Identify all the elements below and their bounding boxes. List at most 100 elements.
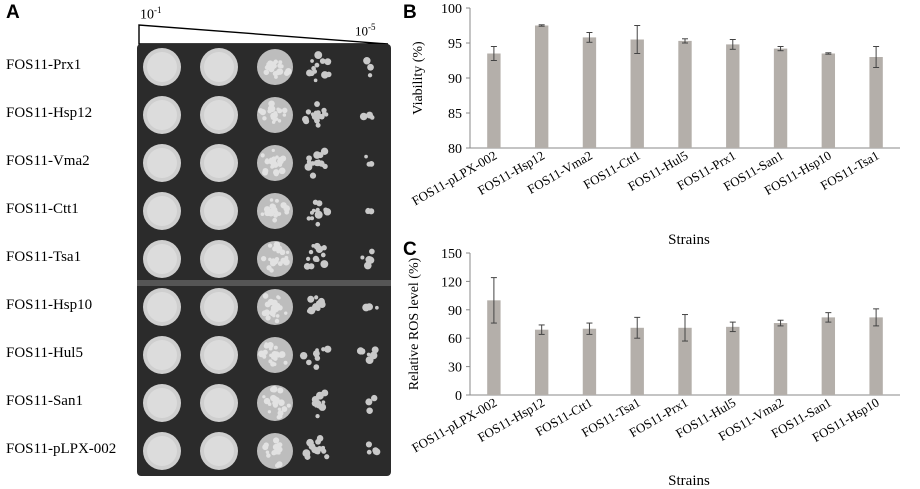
bar [821, 317, 836, 395]
dilution-start-label: 10-1 [140, 5, 162, 23]
dilution-wedge [138, 24, 389, 45]
y-tick-label: 30 [448, 361, 462, 376]
colony [321, 400, 326, 405]
colony [305, 109, 312, 115]
colony [314, 355, 321, 361]
colony [316, 445, 323, 452]
bar [582, 328, 597, 395]
colony [368, 161, 375, 167]
y-tick-label: 100 [441, 2, 462, 17]
error-bar [586, 32, 593, 43]
bar [869, 57, 883, 148]
colony [367, 65, 372, 70]
colony [315, 414, 320, 419]
colony [366, 303, 372, 309]
colony [359, 112, 368, 121]
colony [313, 151, 321, 159]
colony [310, 216, 315, 221]
plate-seam [137, 280, 391, 286]
bar [726, 326, 740, 395]
error-bar [682, 314, 688, 342]
colony [371, 394, 378, 402]
colony [304, 453, 311, 460]
colony [309, 172, 317, 179]
colony [323, 208, 332, 216]
colony [316, 113, 322, 120]
bar [630, 39, 644, 148]
bar [678, 40, 692, 148]
colony [314, 295, 319, 300]
colony [366, 113, 371, 118]
error-bar [825, 52, 832, 55]
colony [360, 255, 365, 260]
error-bar [490, 46, 497, 61]
error-bar [873, 46, 880, 68]
y-axis-label: Viability (%) [411, 41, 426, 115]
colony [364, 154, 368, 159]
strain-label: FOS11-Hsp10 [6, 297, 93, 313]
panel-letter-c: C [403, 239, 417, 260]
colony [316, 435, 324, 442]
bar [773, 48, 788, 148]
colony [363, 261, 372, 270]
colony [318, 300, 326, 309]
colony [358, 348, 366, 355]
y-tick-label: 80 [448, 142, 462, 157]
y-axis-label: Relative ROS level (%) [407, 257, 422, 390]
strain-label: FOS11-Hul5 [6, 345, 83, 361]
colony [324, 58, 332, 66]
colony [320, 252, 326, 258]
colony [366, 407, 373, 414]
error-bar [490, 277, 497, 324]
colony [321, 71, 329, 79]
colony [314, 117, 320, 124]
bar [487, 300, 501, 395]
error-bar [586, 322, 593, 335]
bar [534, 25, 549, 148]
y-tick-label: 150 [441, 247, 462, 262]
colony [363, 57, 371, 65]
colony [299, 351, 308, 360]
colony [324, 454, 330, 460]
bar [821, 53, 836, 148]
y-tick-label: 90 [448, 304, 462, 319]
colony [303, 263, 311, 270]
colony [306, 359, 312, 366]
spot-assay-plate-image [137, 44, 391, 476]
colony [308, 249, 314, 255]
colony [309, 70, 315, 77]
colony [365, 441, 372, 448]
strain-label: FOS11-Hsp12 [6, 105, 93, 121]
error-bar [682, 38, 688, 44]
colony [366, 352, 371, 357]
colony [306, 256, 311, 262]
colony [369, 115, 375, 120]
strain-label: FOS11-San1 [6, 393, 83, 409]
panel-letter-a: A [6, 2, 20, 23]
colony [320, 260, 329, 269]
colony [369, 351, 378, 360]
error-bar [777, 46, 784, 52]
y-tick-label: 85 [448, 107, 462, 122]
y-tick-label: 60 [448, 332, 462, 347]
colony [306, 155, 312, 162]
error-bar [729, 39, 736, 50]
x-axis-label: Strains [668, 232, 710, 248]
colony [313, 364, 320, 370]
bar [869, 317, 883, 395]
colony [311, 244, 316, 248]
colony [320, 147, 329, 155]
colony [371, 346, 379, 354]
colony [312, 199, 319, 205]
error-bar [634, 25, 641, 54]
colony [366, 256, 374, 264]
error-bar [777, 319, 784, 327]
colony [321, 347, 326, 352]
dilution-end-label: 10-5 [355, 22, 376, 39]
colony [315, 221, 321, 227]
panel-letter-b: B [403, 2, 417, 23]
colony [314, 257, 319, 262]
colony [313, 78, 318, 83]
bar [534, 329, 549, 395]
